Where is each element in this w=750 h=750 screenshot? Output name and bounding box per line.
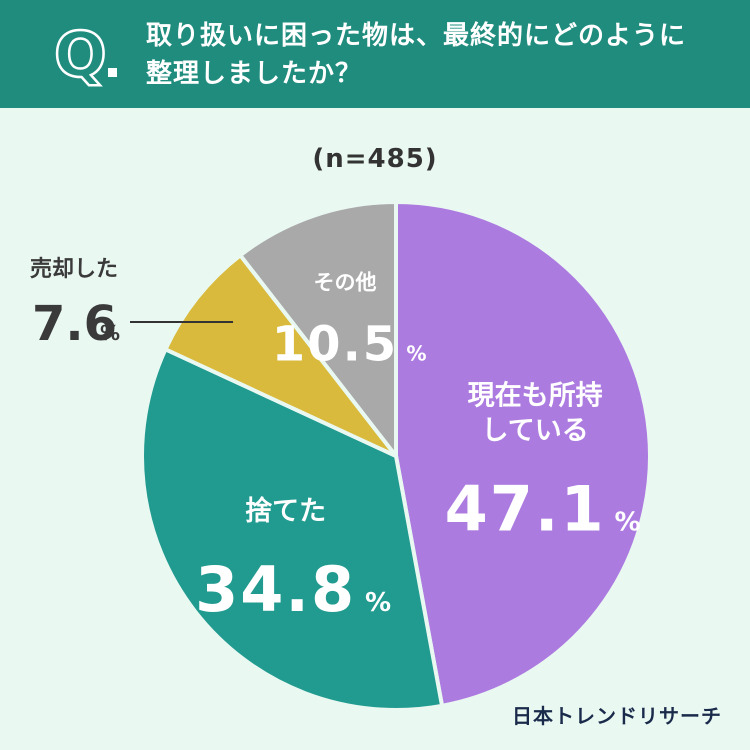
question-title: 取り扱いに困った物は、最終的にどのように 整理しましたか？: [146, 17, 726, 93]
slice-label-1-line-0: 捨てた: [245, 495, 326, 527]
slice-unit-2: %: [100, 321, 120, 345]
slice-label-0-line-1: している: [482, 415, 589, 446]
question-line-1: 取り扱いに困った物は、最終的にどのように: [146, 21, 687, 51]
slice-unit-1: %: [365, 588, 391, 618]
question-line-2: 整理しましたか？: [146, 59, 363, 89]
q-dot: [108, 68, 117, 77]
slice-value-0: 47.1: [445, 472, 606, 545]
slice-label-2-line-0: 売却した: [30, 256, 118, 282]
slice-label-3-line-0: その他: [313, 271, 376, 295]
question-header: Q 取り扱いに困った物は、最終的にどのように 整理しましたか？: [0, 0, 750, 108]
slice-value-2: 7.6: [32, 296, 117, 352]
slice-unit-3: %: [406, 342, 426, 366]
pie-slice-3: [238, 200, 398, 458]
sample-size-label: (n=485): [312, 144, 438, 174]
brand-logo: 日本トレンドリサーチ: [512, 704, 722, 728]
slice-value-3: 10.5: [272, 317, 398, 373]
slice-value-1: 34.8: [195, 553, 356, 626]
slice-label-0-line-0: 現在も所持: [468, 380, 603, 411]
pie-slice-1: [140, 347, 445, 712]
pie-slice-0: [394, 200, 652, 708]
slice-unit-0: %: [614, 507, 640, 537]
q-badge-icon: Q: [53, 18, 117, 90]
pie-slice-2: [163, 253, 398, 458]
q-letter: Q: [54, 18, 107, 90]
